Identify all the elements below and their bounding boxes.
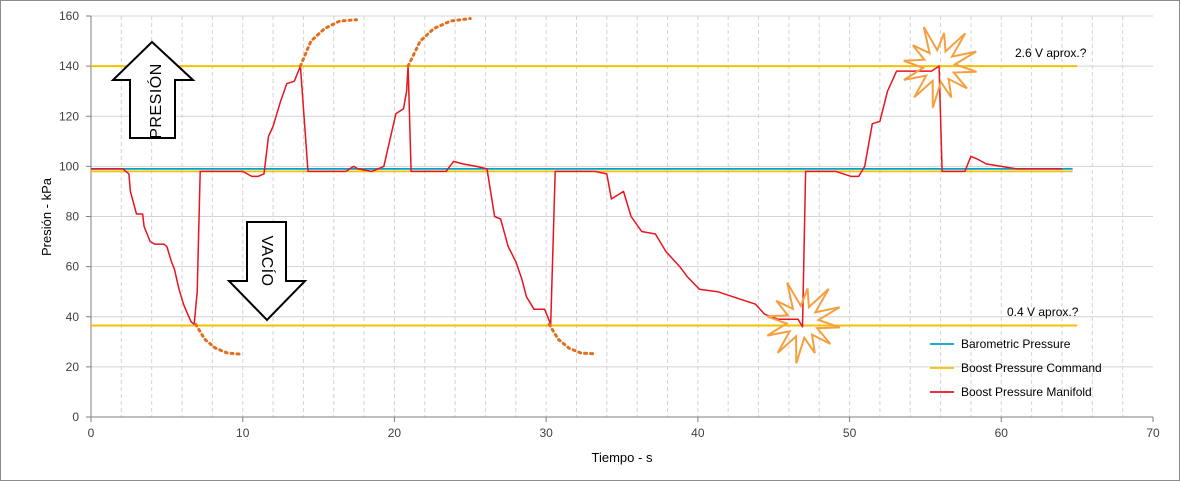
legend-entry-label: Boost Pressure Manifold <box>961 385 1092 399</box>
y-tick-label: 80 <box>66 210 80 224</box>
y-tick-label: 160 <box>59 9 79 23</box>
arrow-down-icon <box>226 221 308 322</box>
x-tick-label: 20 <box>388 426 402 440</box>
y-tick-label: 120 <box>59 109 79 123</box>
y-tick-label: 60 <box>66 260 80 274</box>
x-tick-label: 30 <box>539 426 553 440</box>
dotted-curve-2 <box>298 18 358 68</box>
series-line-3 <box>91 65 1062 328</box>
series-layer <box>91 65 1073 328</box>
x-tick-label: 50 <box>843 426 857 440</box>
upper-threshold-label: 2.6 V aprox.? <box>1015 46 1087 60</box>
burst-marker-2 <box>903 26 977 109</box>
burst-marker-1 <box>766 282 841 364</box>
y-tick-label: 0 <box>72 410 79 424</box>
tick-labels: 0 10 20 30 40 50 60 70 0 20 40 60 80 100 120 140 160 <box>59 9 1160 440</box>
x-tick-label: 0 <box>88 426 95 440</box>
x-tick-label: 40 <box>691 426 705 440</box>
dotted-curve-3 <box>406 17 472 68</box>
arrow-up-label: PRESIÓN <box>146 63 165 139</box>
y-tick-label: 20 <box>66 360 80 374</box>
legend: Barometric Pressure Boost Pressure Comman… <box>930 337 1102 399</box>
dotted-curve-1 <box>194 322 245 356</box>
x-tick-label: 70 <box>1146 426 1160 440</box>
x-axis-label: Tiempo - s <box>592 450 653 465</box>
y-axis-label: Presión - kPa <box>39 177 54 256</box>
annotation-arrows <box>110 40 308 322</box>
burst-markers <box>766 26 977 364</box>
x-tick-label: 10 <box>236 426 250 440</box>
legend-entry-label: Barometric Pressure <box>961 337 1071 351</box>
dotted-curve-4 <box>547 322 598 356</box>
legend-entry-label: Boost Pressure Command <box>961 361 1102 375</box>
y-tick-label: 100 <box>59 159 79 173</box>
axes <box>86 15 1154 422</box>
arrow-down-label: VACÍO <box>258 235 277 286</box>
x-tick-label: 60 <box>995 426 1009 440</box>
reference-lines <box>91 65 1078 327</box>
lower-threshold-label: 0.4 V aprox.? <box>1007 305 1079 319</box>
arrow-up-icon <box>110 40 196 139</box>
dotted-curves <box>194 17 598 356</box>
y-tick-label: 140 <box>59 59 79 73</box>
y-tick-label: 40 <box>66 310 80 324</box>
gridlines <box>91 15 1153 417</box>
